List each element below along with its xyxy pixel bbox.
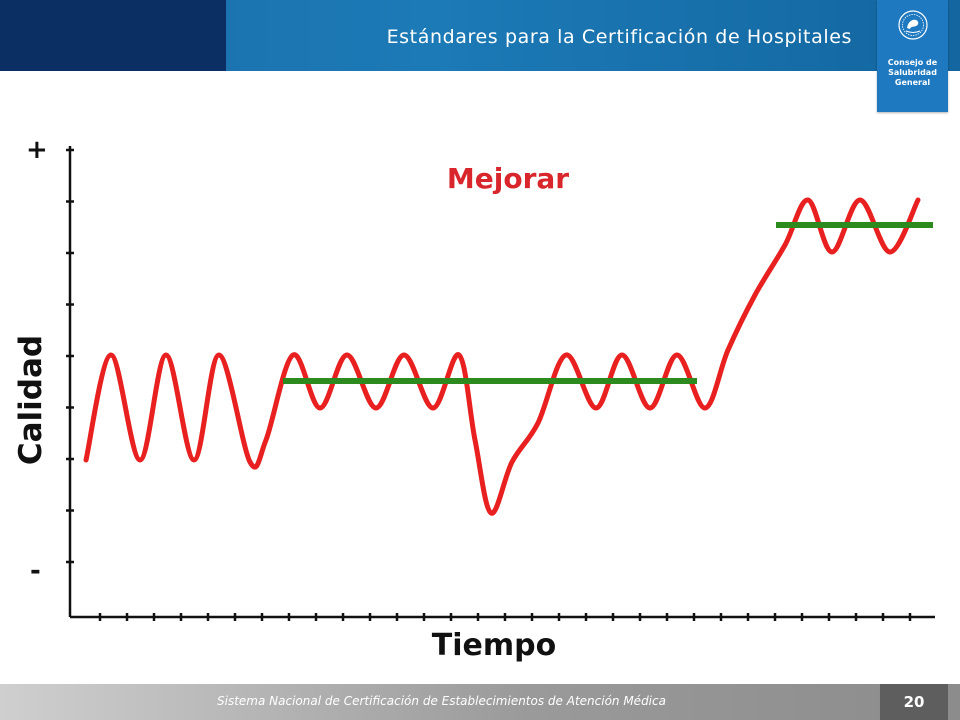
csg-logo: Consejo de Salubridad General [877,0,948,112]
header-title: Estándares para la Certificación de Hosp… [386,26,852,48]
y-axis-minus-marker: - [30,556,41,586]
y-axis-label: Calidad [13,334,49,466]
x-axis-label: Tiempo [431,628,557,663]
logo-text-line: General [894,78,931,87]
logo-text-line: Salubridad [888,68,937,77]
footer-bar: Sistema Nacional de Certificación de Est… [0,684,960,720]
header-bar: Estándares para la Certificación de Hosp… [0,0,960,71]
logo-text-line: Consejo de [887,58,938,67]
header-dark-block [0,0,226,71]
y-axis-plus-marker: + [26,135,48,165]
quality-improvement-diagram [66,146,935,621]
y-axis-ticks [66,148,74,564]
quality-curve [83,197,921,516]
mexican-seal-icon [898,10,928,40]
diagram-title: Mejorar [446,162,570,195]
page-number: 20 [880,684,948,720]
logo-text: Consejo de Salubridad General [877,58,948,88]
x-axis-ticks [98,613,912,621]
footer-text: Sistema Nacional de Certificación de Est… [217,694,666,708]
